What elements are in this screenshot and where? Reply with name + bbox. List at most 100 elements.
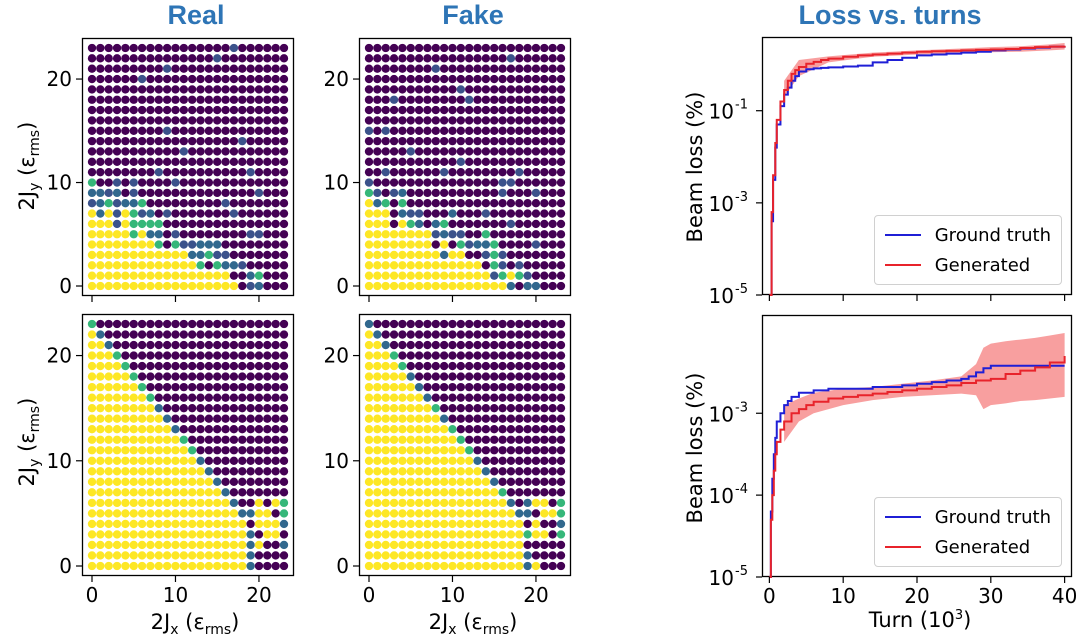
scatter-point [238, 188, 247, 198]
scatter-point [179, 230, 188, 239]
scatter-point [96, 372, 105, 381]
scatter-point [213, 168, 222, 177]
scatter-point [465, 340, 474, 350]
scatter-point [389, 477, 399, 486]
scatter-point [137, 95, 147, 104]
scatter-point [364, 519, 374, 529]
scatter-point [540, 351, 549, 360]
scatter-point [129, 281, 138, 291]
scatter-point [154, 54, 163, 63]
scatter-point [531, 361, 541, 371]
scatter-point [162, 147, 172, 156]
scatter-point [96, 435, 105, 444]
scatter-point [398, 530, 407, 539]
scatter-point [162, 551, 172, 560]
scatter-point [398, 157, 407, 166]
scatter-point [137, 43, 147, 53]
scatter-point [490, 404, 499, 413]
scatter-point [254, 477, 264, 486]
scatter-point [498, 147, 507, 156]
scatter-point [448, 105, 457, 115]
scatter-point [213, 105, 222, 115]
scatter-point [506, 509, 516, 518]
scatter-point [96, 446, 105, 455]
scatter-point [204, 435, 214, 444]
scatter-point [271, 43, 280, 53]
scatter-point [213, 209, 222, 218]
scatter-point [373, 178, 382, 187]
scatter-point [179, 561, 188, 571]
scatter-point [112, 271, 122, 280]
scatter-point [423, 456, 432, 465]
scatter-point [381, 116, 390, 125]
scatter-point [162, 330, 172, 339]
scatter-point [556, 178, 566, 187]
scatter-point [556, 126, 566, 135]
y-tick-label: 0 [59, 554, 72, 578]
scatter-point [204, 281, 214, 291]
scatter-point [154, 240, 163, 249]
scatter-point [523, 157, 532, 166]
scatter-point [96, 199, 105, 208]
scatter-point [556, 361, 566, 371]
scatter-point [271, 116, 280, 125]
scatter-point [490, 261, 499, 270]
scatter-point [246, 446, 255, 455]
scatter-point [473, 116, 482, 125]
scatter-point [490, 209, 499, 218]
scatter-point [481, 340, 491, 350]
scatter-point [121, 382, 130, 392]
scatter-point [515, 519, 524, 529]
scatter-point [146, 64, 155, 73]
scatter-point [87, 64, 97, 73]
scatter-point [196, 382, 205, 392]
scatter-point [129, 404, 138, 413]
scatter-point [414, 95, 424, 104]
scatter-point [87, 393, 97, 402]
scatter-point [238, 361, 247, 371]
scatter-point [406, 393, 415, 402]
scatter-point [188, 477, 197, 486]
scatter-point [414, 414, 424, 423]
scatter-point [246, 188, 255, 198]
scatter-point [381, 361, 390, 371]
scatter-point [254, 530, 264, 539]
scatter-point [556, 116, 566, 125]
scatter-point [523, 551, 532, 560]
scatter-point [456, 261, 465, 270]
legend-line-generated [884, 264, 921, 266]
scatter-point [137, 281, 147, 291]
scatter-point [121, 147, 130, 156]
scatter-point [506, 74, 516, 84]
scatter-point [87, 157, 97, 166]
scatter-point [238, 74, 247, 84]
scatter-point [229, 435, 239, 444]
scatter-point [263, 281, 272, 291]
scatter-point [423, 147, 432, 156]
scatter-point [238, 209, 247, 218]
scatter-point [104, 240, 113, 249]
scatter-point [254, 261, 264, 270]
scatter-point [364, 54, 374, 63]
scatter-point [263, 261, 272, 270]
scatter-point [246, 372, 255, 381]
scatter-point [498, 74, 507, 84]
scatter-point [456, 361, 465, 371]
scatter-point [540, 157, 549, 166]
scatter-point [196, 319, 205, 329]
scatter-point [540, 64, 549, 73]
scatter-point [456, 372, 465, 381]
scatter-point [137, 519, 147, 529]
scatter-point [254, 126, 264, 135]
series-line [769, 45, 1066, 296]
scatter-point [129, 219, 138, 229]
scatter-point [154, 209, 163, 218]
scatter-point [456, 168, 465, 177]
scatter-point [373, 372, 382, 381]
scatter-point [523, 230, 532, 239]
scatter-point [373, 147, 382, 156]
scatter-point [406, 74, 415, 84]
scatter-point [229, 105, 239, 115]
scatter-point [548, 230, 557, 239]
scatter-point [112, 330, 122, 339]
